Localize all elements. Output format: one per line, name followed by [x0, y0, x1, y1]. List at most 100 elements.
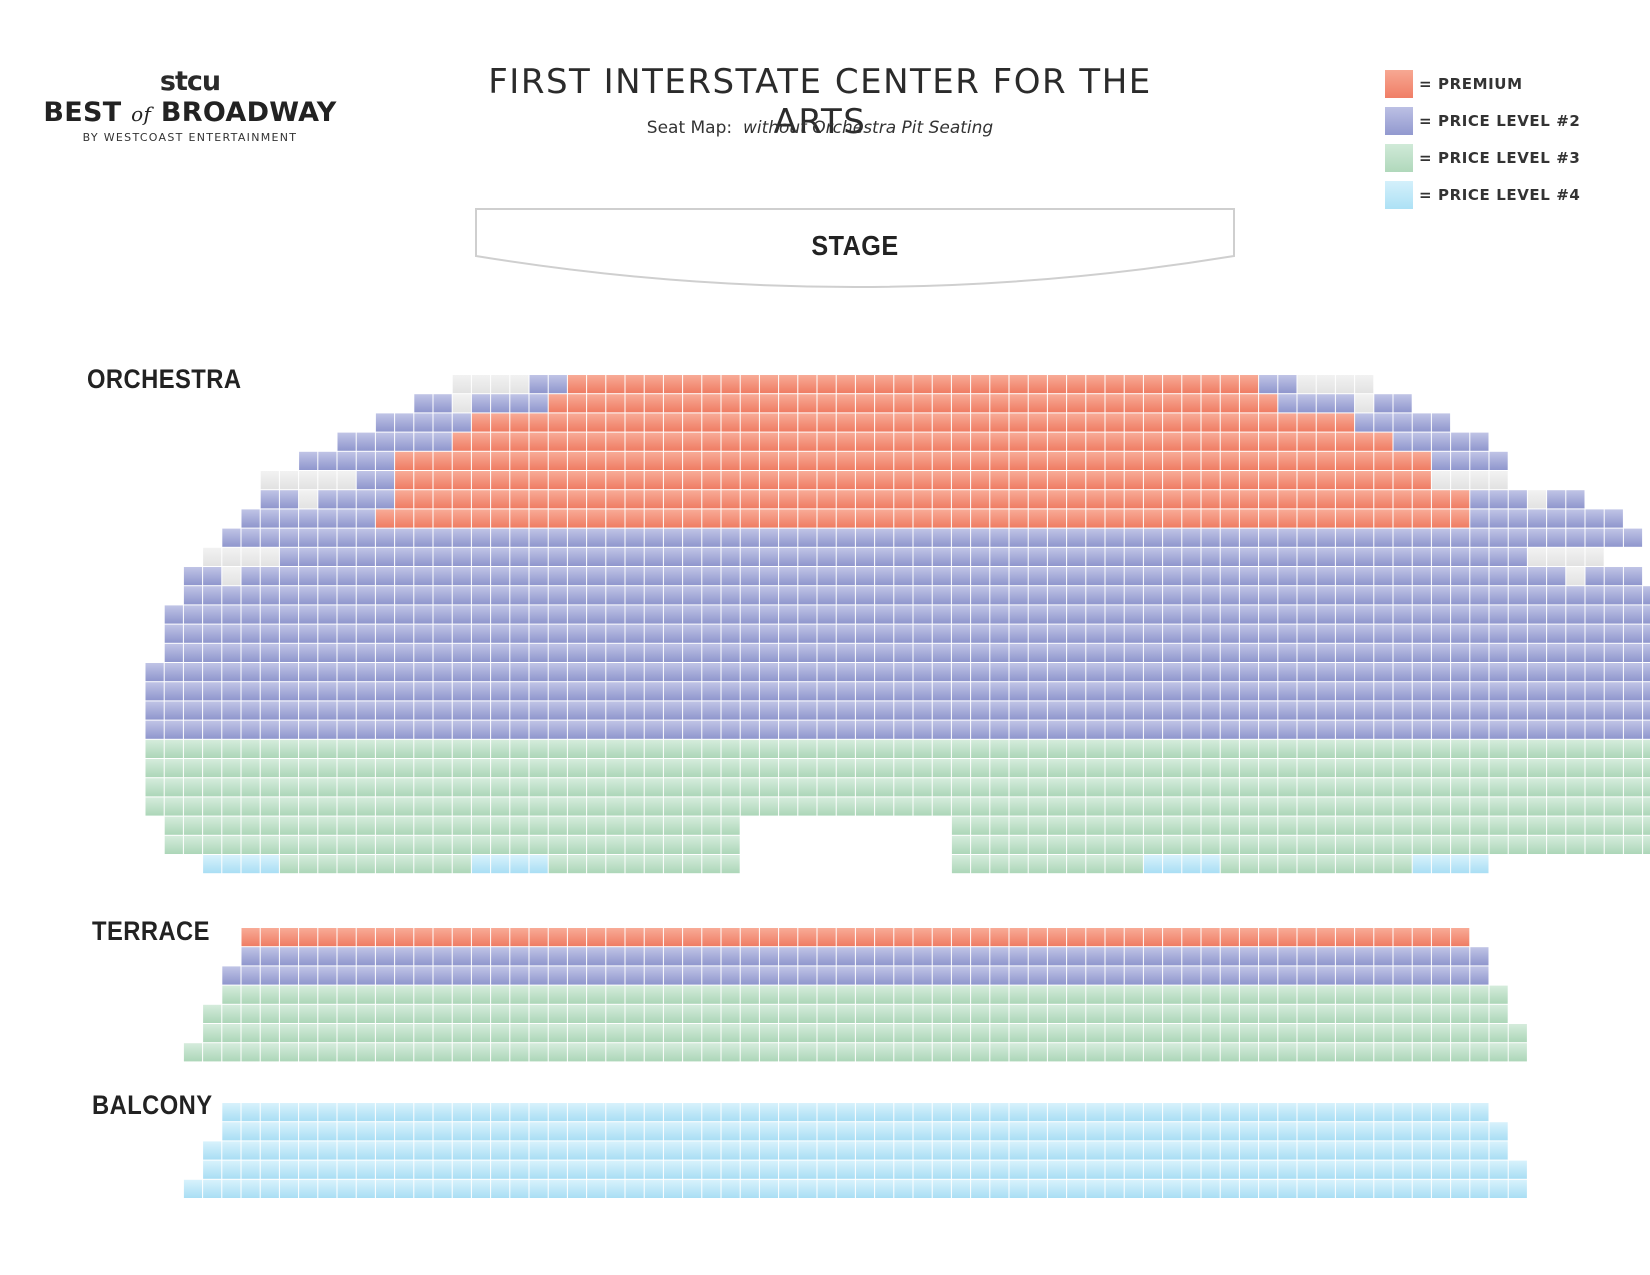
seat-level4: [1355, 1160, 1374, 1179]
seat-level4: [356, 1141, 375, 1160]
seat-level2: [491, 624, 510, 643]
seat-level3: [1105, 1043, 1124, 1062]
seat-level3: [1278, 816, 1297, 835]
seat-premium: [241, 928, 260, 947]
seat-level4: [990, 1141, 1009, 1160]
seat-level3: [1047, 739, 1067, 758]
seat-level2: [1470, 451, 1489, 470]
seat-level3: [779, 1043, 798, 1062]
seat-level2: [529, 547, 548, 566]
seat-premium: [471, 451, 491, 470]
seat-level4: [567, 1122, 587, 1141]
seat-level2: [1124, 966, 1143, 985]
seat-level4: [1316, 1141, 1335, 1160]
seat-level2: [1335, 663, 1355, 682]
seat-level2: [1585, 586, 1604, 605]
seat-level3: [1585, 835, 1604, 854]
seat-level3: [1163, 1024, 1182, 1043]
seat-level2: [913, 605, 932, 624]
seat-level4: [279, 1179, 299, 1198]
seat-level4: [1067, 1179, 1086, 1198]
seat-level3: [1259, 778, 1278, 797]
seat-level3: [260, 816, 279, 835]
seat-level3: [452, 816, 471, 835]
seat-level2: [567, 567, 587, 586]
seat-level3: [1470, 835, 1489, 854]
seat-premium: [644, 928, 663, 947]
seat-level3: [1047, 1004, 1067, 1023]
seat-level2: [1239, 682, 1259, 701]
seat-level2: [452, 701, 471, 720]
seat-level3: [1451, 797, 1470, 816]
seat-level4: [1335, 1103, 1355, 1122]
seat-level2: [318, 682, 337, 701]
legend-swatch-premium: [1385, 70, 1413, 98]
seat-premium: [971, 394, 990, 413]
seat-level2: [1412, 586, 1431, 605]
seat-level2: [222, 682, 241, 701]
seat-level2: [279, 720, 299, 739]
seat-level2: [1086, 605, 1105, 624]
seat-level2: [740, 643, 759, 662]
seat-premium: [702, 471, 721, 490]
seat-level4: [798, 1179, 817, 1198]
seat-level2: [1316, 643, 1335, 662]
seat-premium: [1028, 432, 1047, 451]
seat-level2: [1239, 586, 1259, 605]
seat-level2: [318, 966, 337, 985]
seat-premium: [567, 375, 587, 394]
seat-premium: [1067, 471, 1086, 490]
seat-level2: [395, 947, 414, 966]
seat-level3: [529, 797, 548, 816]
seat-level3: [1239, 778, 1259, 797]
seat-level2: [1259, 701, 1278, 720]
seat-level2: [894, 547, 913, 566]
seat-level4: [433, 1122, 452, 1141]
seat-level2: [203, 663, 222, 682]
seat-level3: [855, 1024, 875, 1043]
seat-level2: [1105, 701, 1124, 720]
seat-premium: [567, 509, 587, 528]
seat-level3: [1412, 739, 1431, 758]
seat-premium: [471, 490, 491, 509]
seat-level3: [164, 835, 183, 854]
seat-level2: [452, 947, 471, 966]
seat-level3: [798, 739, 817, 758]
seat-level3: [990, 778, 1009, 797]
seat-level3: [375, 739, 395, 758]
seat-level3: [894, 778, 913, 797]
seat-level3: [1355, 1004, 1374, 1023]
seat-level4: [663, 1179, 683, 1198]
seat-level2: [1566, 586, 1585, 605]
seat-level4: [1067, 1103, 1086, 1122]
seat-level2: [241, 947, 260, 966]
seat-level3: [1086, 855, 1105, 874]
seat-premium: [1047, 451, 1067, 470]
seat-level3: [1009, 759, 1028, 778]
seat-level4: [1470, 1141, 1489, 1160]
seat-level2: [1623, 567, 1643, 586]
seat-level3: [433, 778, 452, 797]
seat-level4: [1124, 1122, 1143, 1141]
seat-premium: [529, 432, 548, 451]
seat-level4: [1316, 1179, 1335, 1198]
seat-level3: [260, 985, 279, 1004]
seat-level3: [433, 1004, 452, 1023]
seat-level4: [759, 1122, 779, 1141]
seat-level3: [836, 1024, 855, 1043]
seat-level2: [1412, 413, 1431, 432]
seat-level3: [299, 778, 318, 797]
seat-premium: [740, 509, 759, 528]
seat-premium: [721, 375, 740, 394]
seat-level2: [375, 451, 395, 470]
seat-level3: [798, 1024, 817, 1043]
seat-level3: [164, 759, 183, 778]
seat-level4: [491, 855, 510, 874]
seat-level2: [1566, 682, 1585, 701]
seat-level2: [183, 682, 203, 701]
seat-level2: [1259, 682, 1278, 701]
seat-premium: [855, 394, 875, 413]
seat-level2: [1297, 947, 1316, 966]
seat-premium: [817, 490, 836, 509]
seat-premium: [1143, 509, 1163, 528]
